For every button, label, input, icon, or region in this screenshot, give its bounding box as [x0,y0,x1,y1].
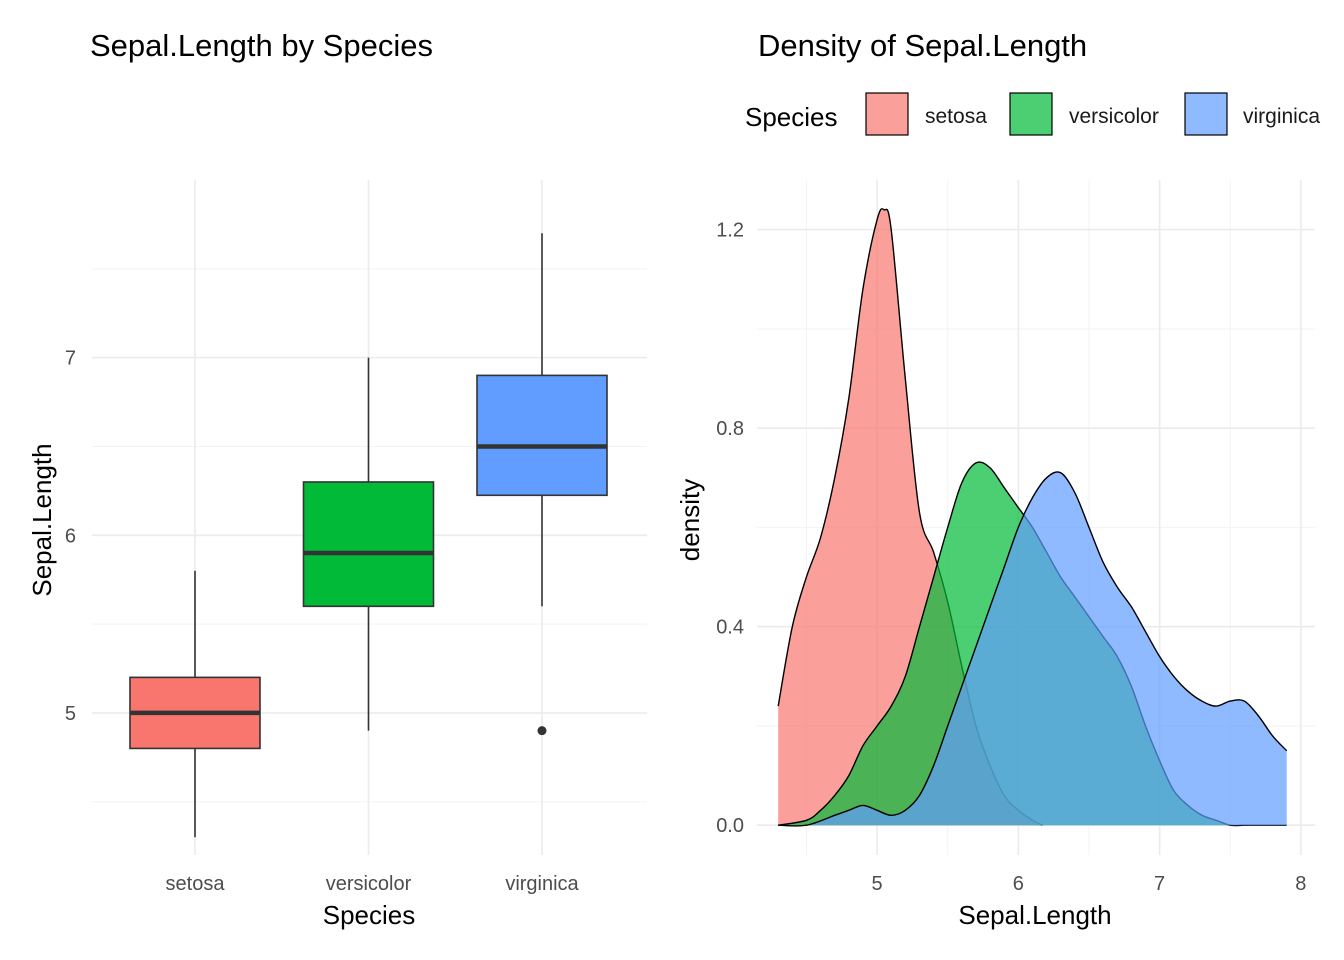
density-x-axis-title: Sepal.Length [958,900,1111,930]
density-marks [777,208,1288,827]
density-line [778,471,1288,827]
boxplot-marks [129,233,608,838]
density-title: Density of Sepal.Length [758,28,1087,63]
x-tick-label: virginica [505,873,579,895]
outlier-point [537,726,547,736]
box-versicolor [302,357,435,731]
legend-label-setosa: setosa [925,105,987,128]
y-tick-label: 0.4 [716,617,744,639]
density-legend: Species setosa versicolor virginica [745,92,1320,136]
legend-title: Species [745,102,838,132]
boxplot-x-ticks: setosa versicolor virginica [166,873,580,895]
box-virginica [476,233,608,736]
box-rect [476,374,608,497]
y-tick-label: 0.8 [716,418,744,440]
density-y-ticks: 0.0 0.4 0.8 1.2 [716,220,744,838]
x-tick-label: 5 [872,873,883,895]
legend-label-virginica: virginica [1243,105,1320,128]
density-series-virginica [778,471,1288,827]
density-area [778,471,1287,826]
boxplot-y-ticks: 5 6 7 [65,348,76,725]
box-rect [302,481,435,608]
boxplot-panel: Sepal.Length by Species 5 6 7 setosa versic… [27,28,647,930]
x-tick-label: 6 [1013,873,1024,895]
legend-key-versicolor [1009,92,1053,136]
x-tick-label: versicolor [326,873,412,895]
density-panel: Density of Sepal.Length Species setosa v… [675,28,1320,930]
density-y-axis-title: density [675,479,705,561]
x-tick-label: 7 [1154,873,1165,895]
y-tick-label: 6 [65,525,76,547]
legend-key-setosa [865,92,909,136]
boxplot-x-axis-title: Species [323,900,416,930]
x-tick-label: 8 [1295,873,1306,895]
y-tick-label: 7 [65,348,76,370]
boxplot-y-axis-title: Sepal.Length [27,443,57,596]
legend-label-versicolor: versicolor [1069,105,1159,128]
density-area [778,208,1043,826]
y-tick-label: 5 [65,703,76,725]
y-tick-label: 1.2 [716,220,744,242]
boxplot-title: Sepal.Length by Species [90,28,433,63]
y-tick-label: 0.0 [716,815,744,837]
x-tick-label: setosa [166,873,226,895]
box-setosa [129,570,261,838]
density-x-ticks: 5 6 7 8 [872,873,1307,895]
legend-key-virginica [1184,92,1228,136]
